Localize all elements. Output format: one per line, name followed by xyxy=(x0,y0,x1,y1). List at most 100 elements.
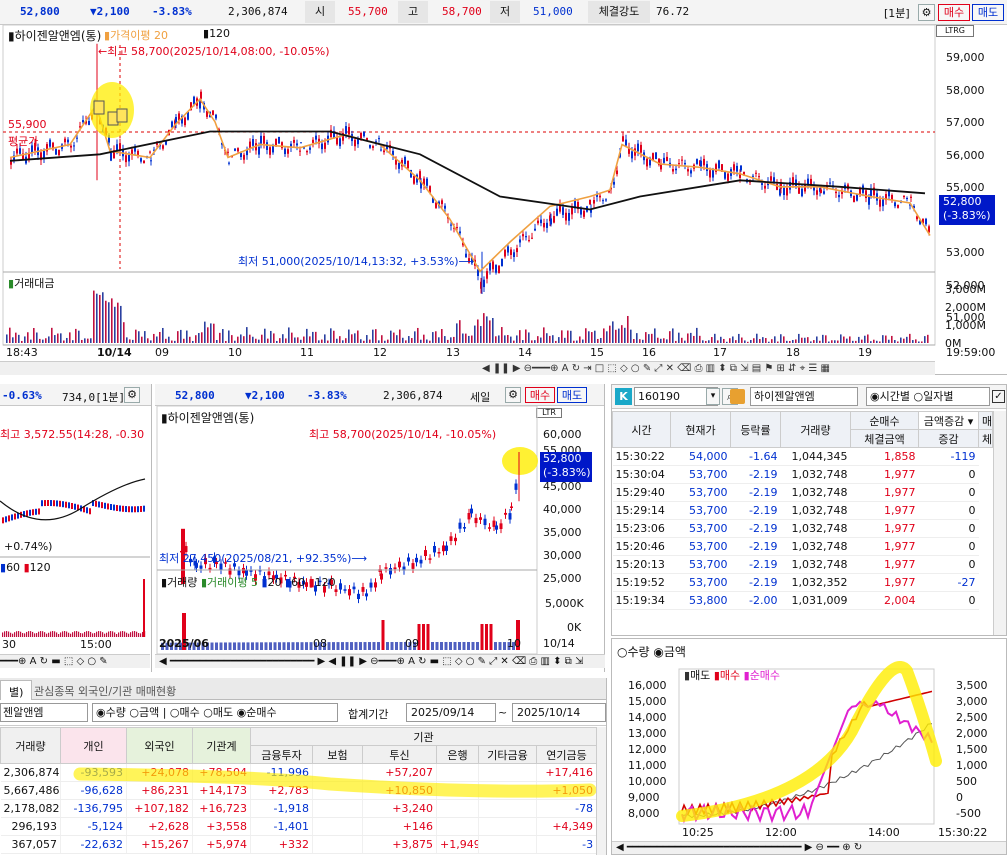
volume-bar xyxy=(249,334,251,343)
investor-cell: +86,231 xyxy=(126,781,193,800)
tick-scrollbar[interactable] xyxy=(993,411,1006,635)
volume-bar xyxy=(314,642,317,650)
tick-cell: 53,700 xyxy=(670,573,731,592)
chart-toolbar[interactable]: ◀ ❚❚ ▶ ⊖━━━⊕ A ↻ ⇥ □ ⬚ ◇ ○ ✎ ⤢ ✕ ⌫ ⎙ ▥ ⬍… xyxy=(0,361,935,375)
folder-icon[interactable] xyxy=(730,389,745,404)
x-tick-label: 10/14 xyxy=(97,346,132,359)
date-to-input[interactable]: 2025/10/14 xyxy=(512,703,606,722)
volume-bar xyxy=(153,333,155,343)
flow-right-tick: 2,500 xyxy=(956,711,988,724)
tab-watchlist[interactable]: 관심종목 외국인/기관 매매현황 xyxy=(34,685,177,698)
settings-gear-icon[interactable]: ⚙ xyxy=(918,4,935,21)
col-fin-invest[interactable]: 금융투자 xyxy=(250,745,313,764)
volume-bar xyxy=(129,339,131,343)
tick-row[interactable]: 15:19:52 53,700 -2.19 1,032,352 1,977 -27 xyxy=(612,573,993,592)
col-net-buy[interactable]: 순매수 xyxy=(850,411,919,430)
settings-gear-icon[interactable]: ⚙ xyxy=(124,387,140,403)
col-volume[interactable]: 거래량 xyxy=(780,411,851,448)
col-institution-total[interactable]: 기관계 xyxy=(192,727,251,764)
investor-row[interactable]: 2,178,082 -136,795 +107,182 +16,723 -1,918 +3… xyxy=(0,799,598,818)
candle-body xyxy=(266,142,268,150)
volume-bar xyxy=(840,334,842,343)
candle-body xyxy=(786,188,788,196)
investor-stock-field[interactable]: 젠알앤엠 xyxy=(0,703,88,722)
volume-bar xyxy=(39,338,41,343)
volume-bar xyxy=(38,631,40,637)
volume-bar xyxy=(118,632,120,637)
candle-body xyxy=(507,246,509,253)
volume-bar xyxy=(699,335,701,343)
candle-body xyxy=(783,187,785,196)
candle-body xyxy=(162,145,164,149)
flow-toolbar[interactable]: ◀ ━━━━━━━━━━━━━━━━━━━━━━━━━━━━━ ▶ ⊖ ━━ ⊕… xyxy=(612,841,1006,854)
option-checkbox[interactable]: ✓ xyxy=(992,390,1005,403)
candle-body xyxy=(237,148,239,152)
settings-gear-icon[interactable]: ⚙ xyxy=(505,387,521,403)
chevron-down-icon[interactable]: ▾ xyxy=(706,388,720,405)
tick-row[interactable]: 15:23:06 53,700 -2.19 1,032,748 1,977 0 xyxy=(612,519,993,538)
volume-bar xyxy=(291,332,293,343)
col-bank[interactable]: 은행 xyxy=(436,745,479,764)
col-individual[interactable]: 개인 xyxy=(60,727,127,764)
col-trust[interactable]: 투신 xyxy=(362,745,437,764)
tick-row[interactable]: 15:29:14 53,700 -2.19 1,032,748 1,977 0 xyxy=(612,501,993,520)
col-insurance[interactable]: 보험 xyxy=(312,745,363,764)
volume-bar xyxy=(102,632,104,637)
volume-bar xyxy=(136,631,138,637)
tick-row[interactable]: 15:30:04 53,700 -2.19 1,032,748 1,977 0 xyxy=(612,465,993,484)
investor-row[interactable]: 296,193 -5,124 +2,628 +3,558 -1,401 +146 +4,34… xyxy=(0,817,598,836)
index-toolbar[interactable]: ━━━⊕ A ↻ ▬ ⬚ ◇ ○ ✎ xyxy=(0,654,150,668)
col-pension[interactable]: 연기금등 xyxy=(535,745,598,764)
volume-bar xyxy=(15,332,17,343)
volume-bar xyxy=(124,631,126,637)
col-change[interactable]: 증감 xyxy=(918,429,979,448)
col-foreign[interactable]: 외국인 xyxy=(126,727,193,764)
col-price[interactable]: 현재가 xyxy=(670,411,731,448)
volume-bar xyxy=(341,642,344,650)
volume-bar xyxy=(750,339,752,343)
mid-toolbar[interactable]: ◀ ━━━━━━━━━━━━━━━━━━━━━━━━ ▶ ◀ ❚❚ ▶ ⊖━━━… xyxy=(155,654,605,668)
tick-row[interactable]: 15:19:34 53,800 -2.00 1,031,009 2,004 0 xyxy=(612,591,993,610)
low-label: 저 xyxy=(490,1,520,23)
index-chart-canvas[interactable] xyxy=(0,439,150,639)
view-mode-radios[interactable]: ◉시간별 ○일자별 xyxy=(866,387,990,406)
tick-row[interactable]: 15:30:22 54,000 -1.64 1,044,345 1,858 -119 xyxy=(612,447,993,466)
volume-bar xyxy=(507,334,509,343)
volume-bar xyxy=(606,331,608,343)
col-more[interactable]: 매 xyxy=(978,411,993,430)
investor-radios[interactable]: ◉수량 ○금액 | ○매수 ○매도 ◉순매수 xyxy=(92,703,338,722)
volume-bar xyxy=(315,331,317,343)
volume-bar xyxy=(879,341,881,343)
tick-row[interactable]: 15:20:46 53,700 -2.19 1,032,748 1,977 0 xyxy=(612,537,993,556)
volume-bar xyxy=(825,335,827,343)
col-rate[interactable]: 등락률 xyxy=(730,411,781,448)
flow-chart-canvas[interactable] xyxy=(612,661,1007,856)
daily-chart-canvas[interactable] xyxy=(155,406,540,656)
candle-body xyxy=(655,152,657,160)
col-more2[interactable]: 체 xyxy=(978,429,993,448)
date-from-input[interactable]: 2025/09/14 xyxy=(406,703,496,722)
buy-button[interactable]: 매수 xyxy=(938,4,970,21)
col-amount[interactable]: 체결금액 xyxy=(850,429,919,448)
main-chart-canvas[interactable] xyxy=(0,25,1007,375)
mid-buy-button[interactable]: 매수 xyxy=(525,387,555,403)
col-other-fin[interactable]: 기타금융 xyxy=(478,745,537,764)
volume-bar xyxy=(816,336,818,343)
period-selector[interactable]: [1분] xyxy=(884,7,910,20)
stock-code-input[interactable]: 160190 xyxy=(634,387,718,406)
amount-select[interactable]: 금액증감 ▾ xyxy=(918,411,979,430)
candle-body xyxy=(565,212,567,221)
investor-scrollbar[interactable] xyxy=(596,727,606,855)
chart-tags[interactable]: LTRG xyxy=(936,25,974,37)
candle-body xyxy=(859,187,861,195)
col-time[interactable]: 시간 xyxy=(612,411,671,448)
investor-row[interactable]: 367,057 -22,632 +15,267 +5,974 +332 +3,875 +1,… xyxy=(0,835,598,854)
mid-sell-button[interactable]: 매도 xyxy=(557,387,587,403)
tab-investor[interactable]: 별) xyxy=(0,680,33,700)
tick-row[interactable]: 15:29:40 53,700 -2.19 1,032,748 1,977 0 xyxy=(612,483,993,502)
sell-button[interactable]: 매도 xyxy=(972,4,1004,21)
flow-radios[interactable]: ○수량 ◉금액 xyxy=(617,645,686,659)
tick-row[interactable]: 15:20:13 53,700 -2.19 1,032,748 1,977 0 xyxy=(612,555,993,574)
col-volume[interactable]: 거래량 xyxy=(0,727,61,764)
volume-bar xyxy=(429,340,431,343)
